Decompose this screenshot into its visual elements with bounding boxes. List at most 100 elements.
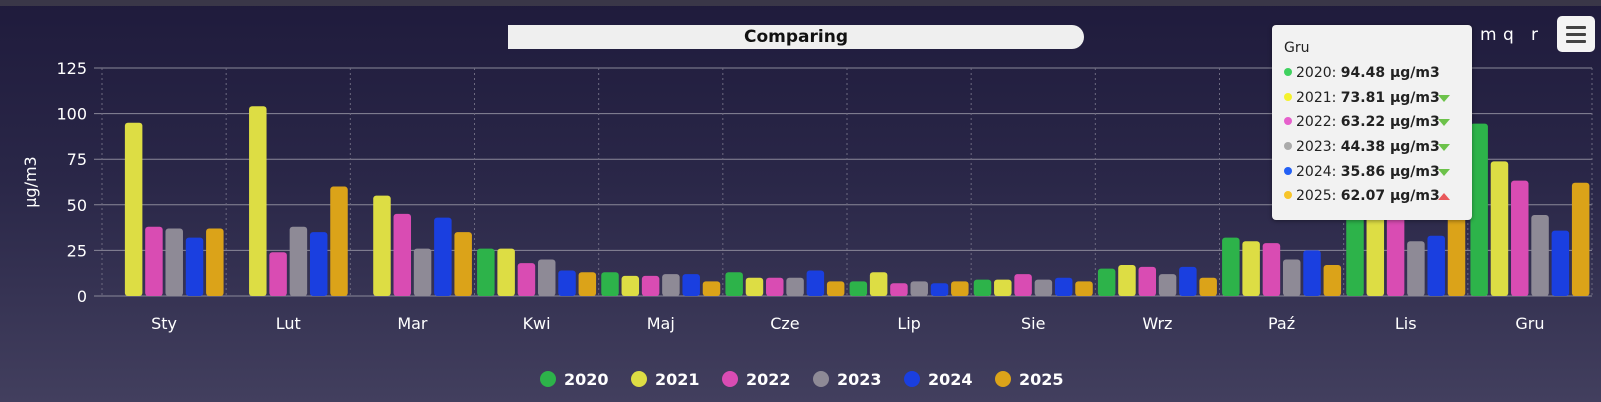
bar-2023-Maj[interactable] <box>662 274 680 296</box>
axes: 0 25 50 75 100 125 µg/m3 Sty Lut Mar Kwi Maj Cze Lip S… <box>21 59 1544 333</box>
bar-2022-Lip[interactable] <box>890 283 908 296</box>
bar-2022-Lut[interactable] <box>269 252 287 296</box>
bar-2020-Lis[interactable] <box>1346 204 1364 296</box>
bar-2025-Paź[interactable] <box>1323 264 1342 296</box>
bar-2024-Maj[interactable] <box>682 274 700 296</box>
bar-2021-Wrz[interactable] <box>1118 264 1136 296</box>
bar-2023-Sty[interactable] <box>165 228 183 296</box>
tooltip-year: 2022: <box>1296 114 1341 130</box>
bar-2023-Mar[interactable] <box>413 248 432 296</box>
bars <box>124 106 1590 296</box>
x-tick-label: Mar <box>397 314 428 333</box>
legend-marker-2023[interactable] <box>813 371 829 387</box>
bar-2020-Kwi[interactable] <box>477 248 495 296</box>
bar-2021-Cze[interactable] <box>745 277 764 296</box>
bar-2021-Maj[interactable] <box>621 275 640 296</box>
bar-2020-Lip[interactable] <box>849 281 868 296</box>
bar-2021-Kwi[interactable] <box>497 248 515 296</box>
x-tick-label: Cze <box>770 314 799 333</box>
control-m[interactable]: m <box>1480 25 1497 45</box>
bar-2023-Gru[interactable] <box>1531 215 1549 296</box>
bar-2025-Lis[interactable] <box>1447 213 1466 296</box>
bar-2025-Gru[interactable] <box>1571 182 1590 296</box>
top-border <box>0 0 1601 6</box>
legend-marker-2021[interactable] <box>631 371 647 387</box>
bar-2021-Lip[interactable] <box>869 272 888 296</box>
tooltip-row-2021: 2021: 73.81 µg/m3 <box>1284 87 1440 109</box>
legend-label-2023[interactable]: 2023 <box>837 370 882 389</box>
bar-2022-Wrz[interactable] <box>1138 266 1157 296</box>
legend-marker-2022[interactable] <box>722 371 738 387</box>
bar-2023-Cze[interactable] <box>786 277 804 296</box>
bar-2024-Lip[interactable] <box>930 283 949 296</box>
bar-2022-Lis[interactable] <box>1386 204 1405 296</box>
bar-2022-Sie[interactable] <box>1014 274 1032 296</box>
bar-2024-Sty[interactable] <box>185 237 204 296</box>
tooltip-row-2025: 2025: 62.07 µg/m3 <box>1284 185 1440 207</box>
legend-marker-2025[interactable] <box>995 371 1011 387</box>
bar-2020-Paź[interactable] <box>1222 237 1240 296</box>
bar-2024-Kwi[interactable] <box>558 270 576 296</box>
legend-label-2024[interactable]: 2024 <box>928 370 973 389</box>
legend-label-2020[interactable]: 2020 <box>564 370 609 389</box>
bar-2024-Mar[interactable] <box>434 217 452 296</box>
bar-2021-Lut[interactable] <box>249 106 267 296</box>
bar-2024-Gru[interactable] <box>1551 230 1570 296</box>
bar-2022-Mar[interactable] <box>393 213 412 296</box>
legend-label-2021[interactable]: 2021 <box>655 370 700 389</box>
control-q[interactable]: q <box>1503 25 1514 45</box>
bar-2024-Paź[interactable] <box>1303 250 1321 296</box>
bar-2023-Kwi[interactable] <box>537 259 556 296</box>
bar-2025-Sty[interactable] <box>206 228 224 296</box>
bar-2023-Sie[interactable] <box>1034 279 1053 296</box>
bar-2023-Lip[interactable] <box>910 281 928 296</box>
hamburger-menu-button[interactable] <box>1557 16 1595 52</box>
bar-2025-Kwi[interactable] <box>578 272 597 296</box>
bar-2024-Sie[interactable] <box>1054 277 1073 296</box>
bar-2025-Cze[interactable] <box>826 281 845 296</box>
bar-2020-Cze[interactable] <box>725 272 743 296</box>
bar-2023-Lis[interactable] <box>1407 241 1425 296</box>
bar-2023-Lut[interactable] <box>289 226 308 296</box>
bar-2024-Wrz[interactable] <box>1179 266 1197 296</box>
tooltip-dot <box>1284 93 1292 101</box>
y-tick-label: 100 <box>56 105 87 124</box>
x-tick-label: Lis <box>1395 314 1417 333</box>
tooltip-dot <box>1284 117 1292 125</box>
legend-label-2022[interactable]: 2022 <box>746 370 791 389</box>
bar-2025-Wrz[interactable] <box>1199 277 1217 296</box>
legend-label-2025[interactable]: 2025 <box>1019 370 1064 389</box>
legend-marker-2024[interactable] <box>904 371 920 387</box>
control-r[interactable]: r <box>1531 25 1538 45</box>
bar-2022-Gru[interactable] <box>1511 180 1529 296</box>
bar-2022-Paź[interactable] <box>1262 243 1281 296</box>
bar-2021-Sie[interactable] <box>994 279 1012 296</box>
bar-2022-Cze[interactable] <box>766 277 784 296</box>
bar-2022-Sty[interactable] <box>145 226 163 296</box>
bar-2023-Wrz[interactable] <box>1158 274 1177 296</box>
bar-2024-Cze[interactable] <box>806 270 825 296</box>
x-tick-label: Kwi <box>523 314 551 333</box>
bar-2020-Maj[interactable] <box>601 272 619 296</box>
bar-2020-Gru[interactable] <box>1470 123 1488 296</box>
bar-2022-Kwi[interactable] <box>517 263 536 296</box>
trend-up-icon <box>1438 193 1450 200</box>
bar-2024-Lut[interactable] <box>309 232 328 296</box>
bar-2025-Lut[interactable] <box>330 186 348 296</box>
x-tick-label: Wrz <box>1142 314 1172 333</box>
bar-2025-Maj[interactable] <box>702 281 721 296</box>
tooltip-year: 2021: <box>1296 90 1341 106</box>
legend-marker-2020[interactable] <box>540 371 556 387</box>
bar-2021-Paź[interactable] <box>1242 241 1260 296</box>
bar-2025-Lip[interactable] <box>951 281 969 296</box>
bar-2020-Sie[interactable] <box>973 279 992 296</box>
bar-2021-Sty[interactable] <box>124 122 143 296</box>
bar-2020-Wrz[interactable] <box>1097 268 1116 296</box>
bar-2022-Maj[interactable] <box>641 275 660 296</box>
bar-2024-Lis[interactable] <box>1427 235 1445 296</box>
bar-2025-Mar[interactable] <box>454 232 472 296</box>
bar-2023-Paź[interactable] <box>1282 259 1301 296</box>
bar-2021-Mar[interactable] <box>373 195 391 296</box>
bar-2025-Sie[interactable] <box>1075 281 1093 296</box>
bar-2021-Gru[interactable] <box>1490 161 1509 296</box>
